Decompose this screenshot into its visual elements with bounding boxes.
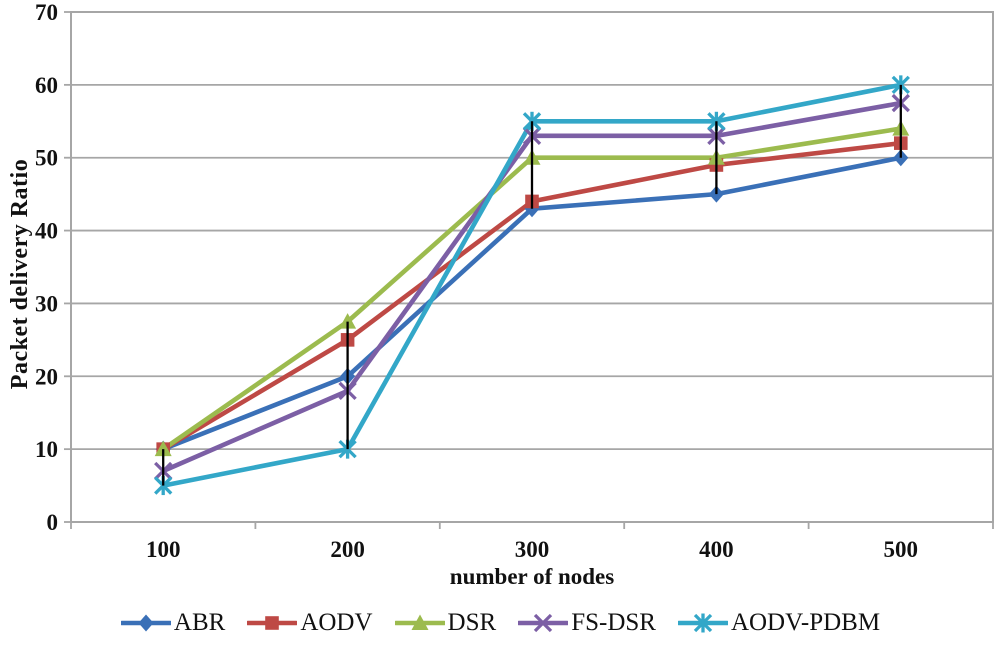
- x-tick-label: 500: [884, 537, 919, 562]
- x-tick-label: 400: [699, 537, 734, 562]
- y-tick-label: 40: [35, 219, 58, 244]
- plot-area: 0 10 20 30 40 50 60 70 100 200 300 400 500: [35, 0, 994, 562]
- x-tick-label: 100: [146, 537, 181, 562]
- x-tick-label: 200: [330, 537, 365, 562]
- legend: ABR AODV DSR FS-DSR AODV-PDBM: [0, 601, 1001, 645]
- legend-item-ABR: ABR: [120, 609, 226, 637]
- y-tick-label: 60: [35, 73, 58, 98]
- legend-key-asterisk-icon: [677, 613, 728, 633]
- y-tick-label: 50: [35, 146, 58, 171]
- legend-key-x-icon: [518, 613, 569, 633]
- legend-item-FS-DSR: FS-DSR: [518, 609, 656, 637]
- y-tick-label: 20: [35, 364, 58, 389]
- square-marker: [265, 616, 280, 630]
- triangle-marker: [411, 614, 429, 630]
- y-tick-label: 70: [35, 0, 58, 25]
- plot-border: [70, 11, 994, 523]
- x-tick-label: 300: [515, 537, 550, 562]
- legend-label: FS-DSR: [571, 609, 656, 636]
- legend-item-DSR: DSR: [394, 609, 497, 637]
- diamond-marker: [138, 614, 154, 632]
- y-tick-label: 30: [35, 291, 58, 316]
- legend-label: DSR: [447, 609, 497, 636]
- x-axis-title: number of nodes: [449, 564, 615, 589]
- legend-label: AODV: [300, 609, 373, 636]
- legend-key-diamond-icon: [120, 614, 171, 632]
- legend-key-square-icon: [247, 616, 298, 630]
- x-marker-stroke: [534, 613, 553, 633]
- legend-label: AODV-PDBM: [730, 609, 881, 636]
- legend-item-AODV: AODV: [247, 609, 373, 637]
- legend-key-triangle-icon: [394, 614, 445, 630]
- legend-label: ABR: [173, 609, 226, 636]
- y-tick-label: 10: [35, 437, 58, 462]
- y-axis-title: Packet delivery Ratio: [7, 158, 33, 390]
- triangle-marker: [339, 313, 357, 329]
- y-tick-label: 0: [47, 510, 59, 535]
- legend-item-AODV-PDBM: AODV-PDBM: [677, 609, 881, 637]
- triangle-marker: [154, 440, 172, 457]
